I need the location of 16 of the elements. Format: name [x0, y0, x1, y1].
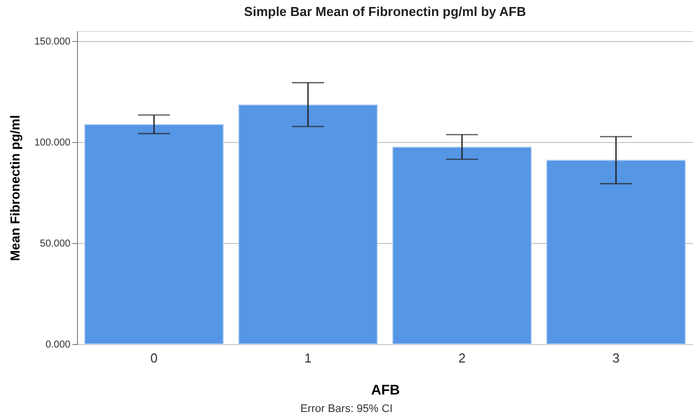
x-tick-label: 1: [304, 350, 312, 366]
y-tick-label: 0.000: [45, 340, 71, 350]
x-tick-label: 3: [612, 350, 620, 366]
text: Error Bars: 95% CI: [300, 403, 393, 415]
chart-title: Simple Bar Mean of Fibronectin pg/ml by AFB: [244, 4, 526, 19]
x-tick-label: 2: [458, 350, 466, 366]
y-tick-label: 50.000: [40, 238, 71, 250]
bar: [84, 124, 224, 344]
y-tick-label: 100.000: [34, 138, 71, 149]
bar: [546, 160, 686, 344]
bar: [392, 146, 532, 344]
y-axis-title: Mean Fibronectin pg/ml: [7, 115, 22, 261]
x-axis-title: AFB: [371, 382, 400, 398]
x-tick-label: 0: [150, 350, 158, 366]
bar: [238, 104, 378, 344]
y-tick-label: 150.000: [34, 36, 71, 48]
